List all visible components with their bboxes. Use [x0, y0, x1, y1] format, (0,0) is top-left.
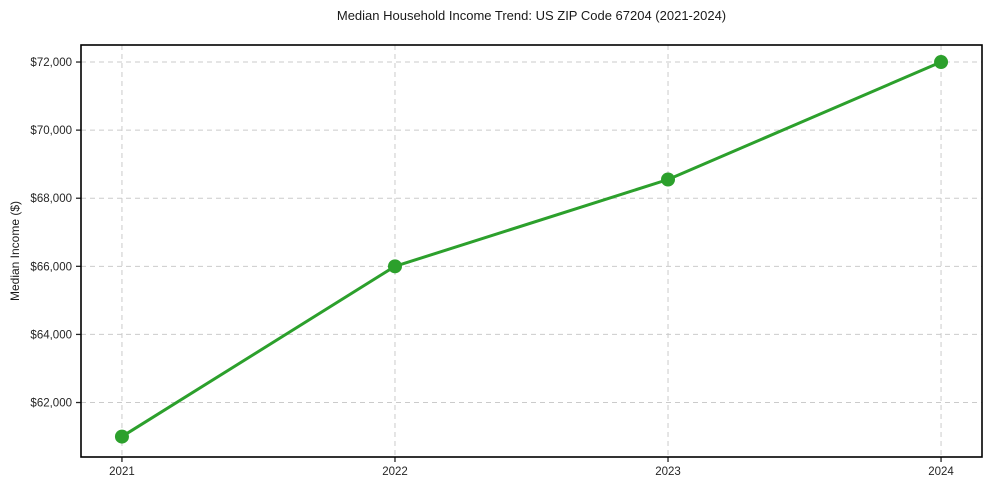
- y-tick-label: $72,000: [30, 57, 72, 69]
- y-tick-label: $70,000: [30, 125, 72, 137]
- y-tick-label: $66,000: [30, 261, 72, 273]
- trend-line: [120, 60, 943, 439]
- plot-frame: [80, 44, 983, 458]
- y-tick-label: $64,000: [30, 329, 72, 341]
- y-tick-label: $68,000: [30, 193, 72, 205]
- y-tick-label: $62,000: [30, 398, 72, 410]
- x-tick-label: 2022: [382, 466, 408, 478]
- x-tick-label: 2023: [655, 466, 681, 478]
- chart-title: Median Household Income Trend: US ZIP Co…: [336, 8, 727, 23]
- data-point: [387, 259, 402, 274]
- data-point: [934, 55, 949, 70]
- data-point: [114, 429, 129, 444]
- x-tick-label: 2024: [928, 466, 954, 478]
- x-tick-label: 2021: [109, 466, 135, 478]
- data-point: [661, 172, 676, 187]
